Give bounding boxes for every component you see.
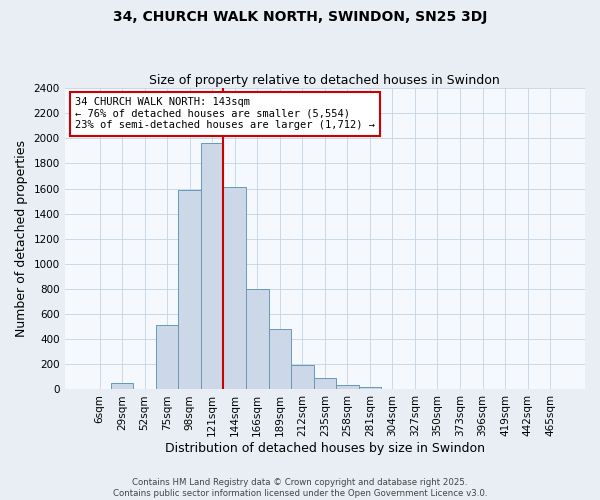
Bar — [111, 383, 133, 390]
Text: Contains HM Land Registry data © Crown copyright and database right 2025.
Contai: Contains HM Land Registry data © Crown c… — [113, 478, 487, 498]
Bar — [291, 365, 314, 390]
Bar — [178, 190, 201, 390]
Bar — [359, 387, 381, 390]
Bar — [156, 326, 178, 390]
Title: Size of property relative to detached houses in Swindon: Size of property relative to detached ho… — [149, 74, 500, 87]
Bar — [246, 289, 269, 390]
Bar — [223, 188, 246, 390]
Text: 34 CHURCH WALK NORTH: 143sqm
← 76% of detached houses are smaller (5,554)
23% of: 34 CHURCH WALK NORTH: 143sqm ← 76% of de… — [75, 97, 375, 130]
Text: 34, CHURCH WALK NORTH, SWINDON, SN25 3DJ: 34, CHURCH WALK NORTH, SWINDON, SN25 3DJ — [113, 10, 487, 24]
Y-axis label: Number of detached properties: Number of detached properties — [15, 140, 28, 338]
Bar — [314, 378, 336, 390]
Bar — [269, 329, 291, 390]
Bar — [336, 385, 359, 390]
X-axis label: Distribution of detached houses by size in Swindon: Distribution of detached houses by size … — [165, 442, 485, 455]
Bar — [201, 144, 223, 390]
